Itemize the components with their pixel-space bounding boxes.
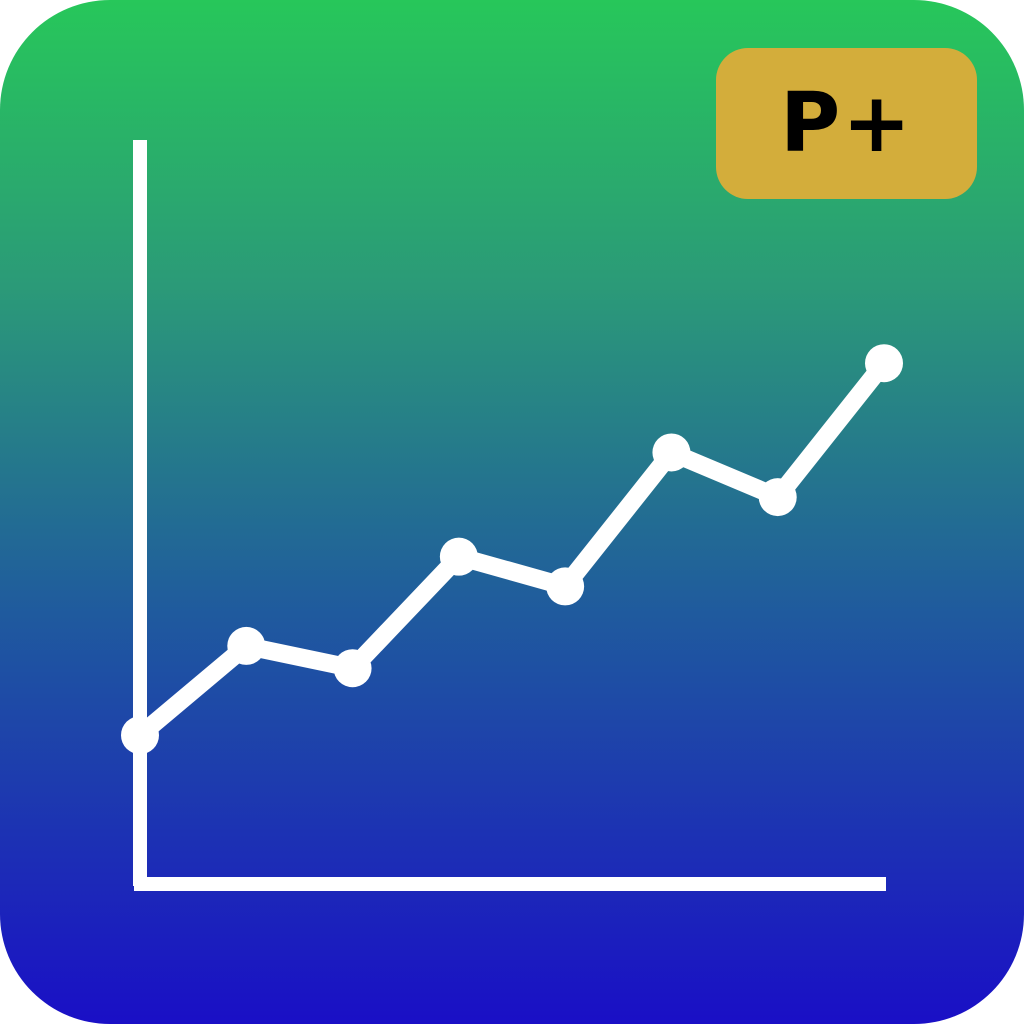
data-point [121,716,159,755]
data-point [333,649,372,688]
data-point [758,478,797,517]
data-point [227,626,266,665]
plus-badge: P+ [716,48,977,199]
data-point [546,567,585,606]
series-layer [121,344,903,755]
badge-label: P+ [780,75,913,171]
series-line [131,354,893,745]
data-point [439,537,478,576]
data-point [652,433,691,472]
data-point [865,344,903,383]
